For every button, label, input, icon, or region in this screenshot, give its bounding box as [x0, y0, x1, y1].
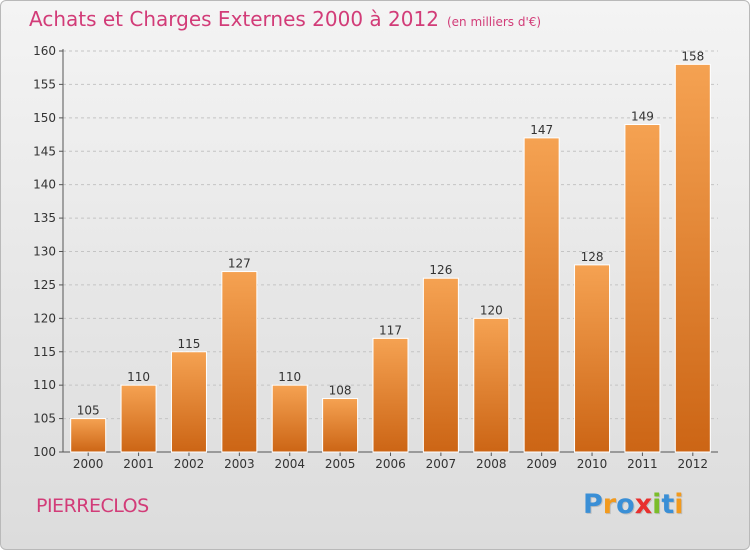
y-tick-label: 160 [33, 44, 56, 58]
bar-value-label: 147 [530, 123, 553, 137]
chart-subtitle: (en milliers d'€) [446, 15, 542, 29]
y-tick-label: 125 [33, 278, 56, 292]
location-label: PIERRECLOS [36, 495, 149, 517]
x-tick-label: 2004 [274, 457, 305, 471]
x-tick-label: 2009 [526, 457, 557, 471]
bar-value-label: 120 [480, 303, 503, 317]
x-tick-label: 2001 [123, 457, 154, 471]
bar-value-label: 158 [681, 49, 704, 63]
x-tick-label: 2006 [375, 457, 406, 471]
x-tick-label: 2002 [174, 457, 205, 471]
bar-2007 [422, 277, 459, 453]
bar-2005 [322, 398, 359, 453]
logo-letter: r [602, 489, 617, 520]
y-tick-label: 105 [33, 412, 56, 426]
y-tick-label: 150 [33, 111, 56, 125]
y-tick-label: 145 [33, 144, 56, 158]
y-tick-label: 100 [33, 445, 56, 459]
bar-2011 [624, 124, 661, 453]
chart-title-text: Achats et Charges Externes 2000 à 2012 [29, 7, 439, 31]
x-tick-label: 2010 [577, 457, 608, 471]
y-tick-label: 115 [33, 345, 56, 359]
bar-value-label: 110 [127, 370, 150, 384]
bar-value-label: 115 [178, 337, 201, 351]
logo-letter: x [634, 489, 653, 520]
bar-2000 [70, 418, 107, 453]
bar-value-label: 149 [631, 110, 654, 124]
x-tick-label: 2011 [627, 457, 658, 471]
bar-2002 [170, 351, 207, 453]
labels: 105 2000 110 2001 115 2002 127 2003 110 2004 108 20… [73, 49, 708, 471]
bar-value-label: 126 [429, 263, 452, 277]
y-tick-label: 155 [33, 77, 56, 91]
logo-letter: i [652, 489, 662, 520]
bar-2009 [523, 137, 560, 453]
bar-2008 [473, 317, 510, 453]
bar-2001 [120, 384, 157, 453]
logo-letter: o [616, 489, 635, 520]
chart-title: Achats et Charges Externes 2000 à 2012 (e… [29, 7, 541, 31]
y-tick-label: 130 [33, 245, 56, 259]
logo-letter: t [661, 489, 675, 520]
bar-2006 [372, 337, 409, 453]
bar-2010 [574, 264, 611, 453]
x-tick-label: 2012 [678, 457, 709, 471]
bar-2003 [221, 271, 258, 453]
bar-2004 [271, 384, 308, 453]
y-tick-label: 140 [33, 178, 56, 192]
y-tick-label: 120 [33, 311, 56, 325]
x-tick-label: 2005 [325, 457, 356, 471]
bar-value-label: 105 [77, 404, 100, 418]
bar-value-label: 108 [329, 384, 352, 398]
x-tick-label: 2008 [476, 457, 507, 471]
bar-2012 [674, 63, 711, 453]
bar-value-label: 127 [228, 257, 251, 271]
bar-value-label: 110 [278, 370, 301, 384]
bar-value-label: 128 [581, 250, 604, 264]
proxiti-logo: Proxiti [583, 489, 684, 520]
y-tick-label: 110 [33, 378, 56, 392]
x-tick-label: 2003 [224, 457, 255, 471]
logo-letter: P [583, 489, 603, 520]
logo-letter: i [674, 489, 684, 520]
y-tick-label: 135 [33, 211, 56, 225]
x-tick-label: 2007 [426, 457, 457, 471]
bar-value-label: 117 [379, 323, 402, 337]
bars [70, 63, 711, 453]
x-tick-label: 2000 [73, 457, 104, 471]
